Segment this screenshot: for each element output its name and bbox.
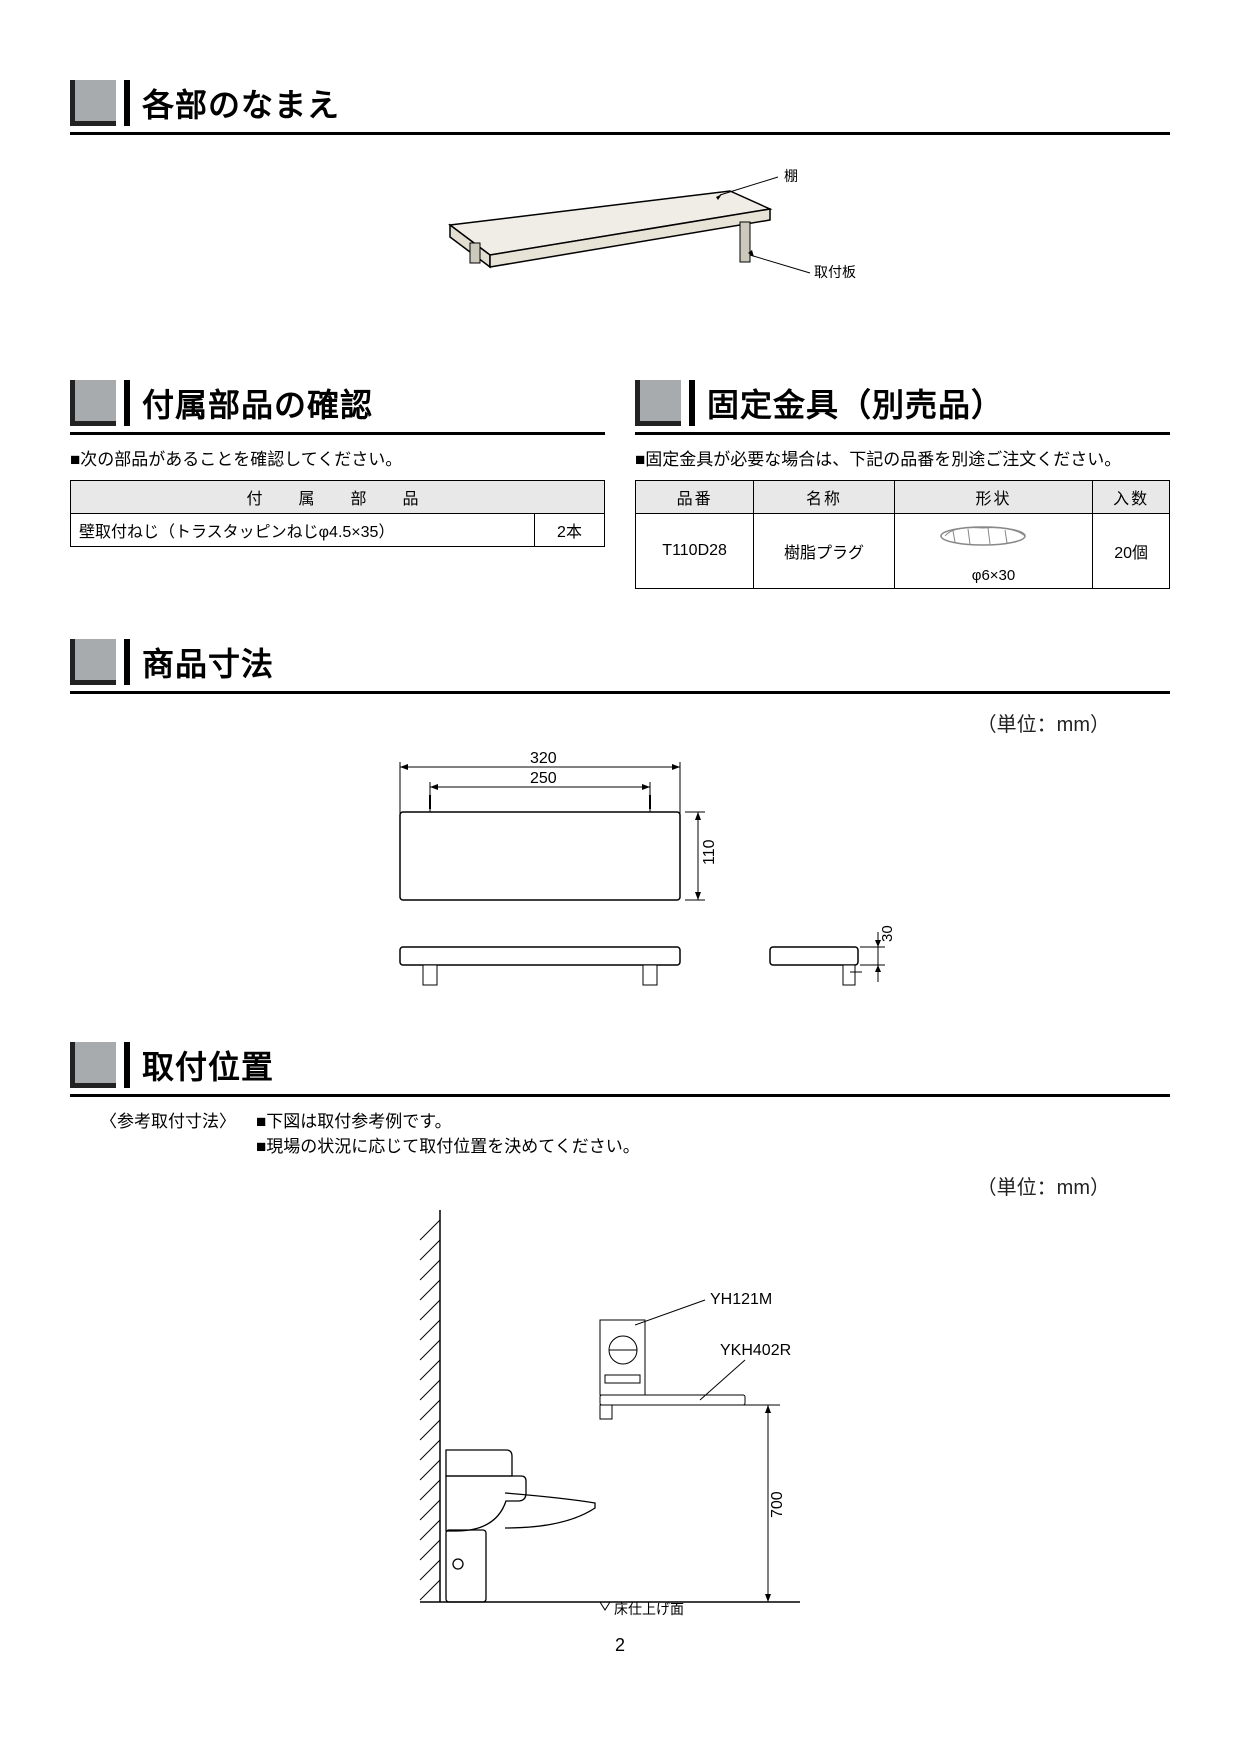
section-header-dimensions: 商品寸法 xyxy=(70,639,1170,685)
table-header: 形状 xyxy=(894,481,1092,514)
header-bar-icon xyxy=(124,380,130,426)
table-cell: T110D28 xyxy=(636,514,754,589)
dim-250: 250 xyxy=(530,770,557,787)
table-header: 名称 xyxy=(754,481,895,514)
section-header-accessories: 付属部品の確認 xyxy=(70,380,605,426)
fixtures-table: 品番 名称 形状 入数 T110D28 樹脂プラグ φ xyxy=(635,480,1170,589)
section-header-fixtures: 固定金具（別売品） xyxy=(635,380,1170,426)
shelf-illustration: 棚 取付板 xyxy=(70,165,1170,330)
section-title: 取付位置 xyxy=(142,1042,274,1088)
position-ref-label: 〈参考取付寸法〉 xyxy=(100,1107,236,1157)
dim-700: 700 xyxy=(769,1491,786,1518)
header-box-icon xyxy=(70,1042,116,1088)
label-floor: 床仕上げ面 xyxy=(614,1601,684,1617)
fixtures-note: ■固定金具が必要な場合は、下記の品番を別途ご注文ください。 xyxy=(635,445,1170,470)
accessories-note: ■次の部品があることを確認してください。 xyxy=(70,445,605,470)
header-bar-icon xyxy=(124,639,130,685)
plug-size: φ6×30 xyxy=(903,567,1084,584)
unit-label: （単位：mm） xyxy=(70,1171,1110,1200)
dim-110: 110 xyxy=(701,839,718,865)
accessories-table: 付 属 部 品 壁取付ねじ（トラスタッピンねじφ4.5×35） 2本 xyxy=(70,480,605,547)
position-note-2: ■現場の状況に応じて取付位置を決めてください。 xyxy=(256,1132,640,1157)
section-title: 付属部品の確認 xyxy=(142,380,373,426)
position-diagram: 床仕上げ面 YH121M YKH402R 700 xyxy=(70,1210,1170,1625)
dimensions-diagram: 320 250 110 30 xyxy=(70,747,1170,1012)
table-cell: 2本 xyxy=(535,514,605,547)
position-note-1: ■下図は取付参考例です。 xyxy=(256,1107,640,1132)
section-header-parts-name: 各部のなまえ xyxy=(70,80,1170,126)
table-cell: 樹脂プラグ xyxy=(754,514,895,589)
table-header: 付 属 部 品 xyxy=(71,481,605,514)
label-product2: YKH402R xyxy=(720,1342,791,1359)
header-bar-icon xyxy=(689,380,695,426)
header-box-icon xyxy=(635,380,681,426)
section-title: 固定金具（別売品） xyxy=(707,380,1004,426)
section-header-position: 取付位置 xyxy=(70,1042,1170,1088)
header-bar-icon xyxy=(124,1042,130,1088)
header-bar-icon xyxy=(124,80,130,126)
dim-30: 30 xyxy=(879,925,896,942)
section-title: 商品寸法 xyxy=(142,639,274,685)
table-header: 品番 xyxy=(636,481,754,514)
label-mount-plate: 取付板 xyxy=(814,264,856,280)
dim-320: 320 xyxy=(530,750,557,767)
table-cell: φ6×30 xyxy=(894,514,1092,589)
plug-icon xyxy=(933,518,1053,562)
header-box-icon xyxy=(70,380,116,426)
label-shelf: 棚 xyxy=(784,168,798,184)
table-cell: 20個 xyxy=(1093,514,1170,589)
table-header: 入数 xyxy=(1093,481,1170,514)
page-number: 2 xyxy=(70,1635,1170,1656)
header-box-icon xyxy=(70,639,116,685)
table-cell: 壁取付ねじ（トラスタッピンねじφ4.5×35） xyxy=(71,514,535,547)
section-title: 各部のなまえ xyxy=(142,80,340,126)
unit-label: （単位：mm） xyxy=(70,708,1110,737)
label-product1: YH121M xyxy=(710,1291,772,1308)
header-box-icon xyxy=(70,80,116,126)
